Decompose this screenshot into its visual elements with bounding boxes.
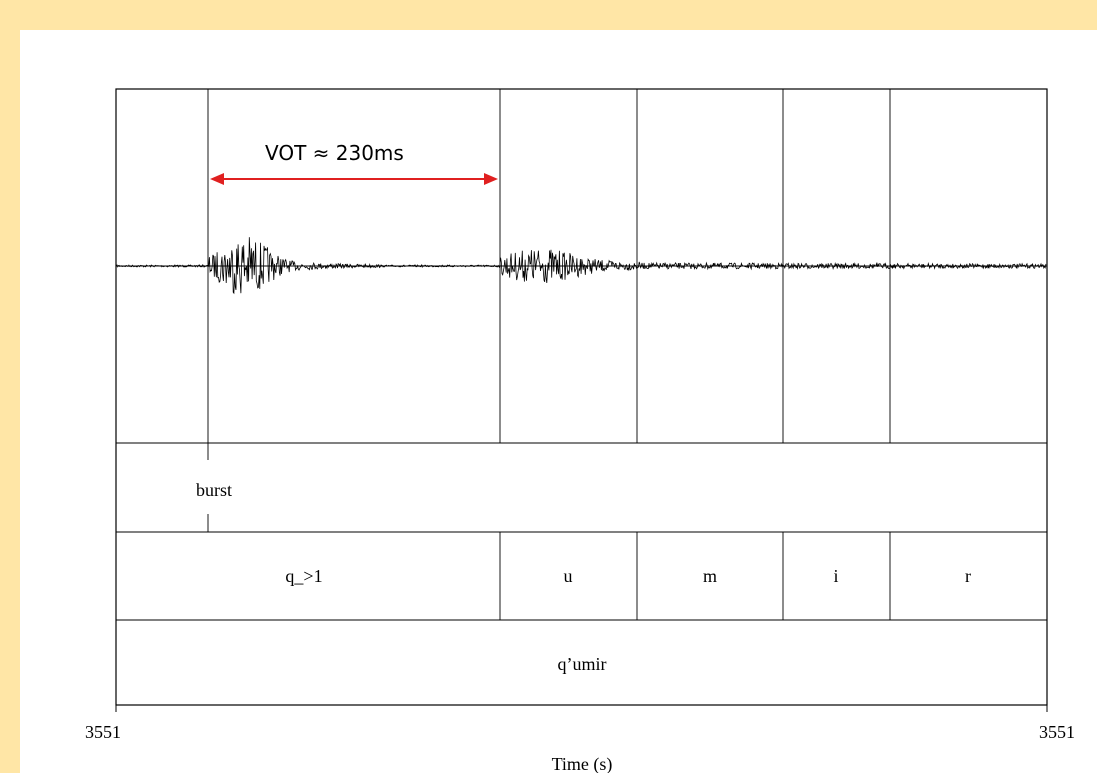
burst-label: burst bbox=[196, 480, 232, 500]
x-axis-end-label: 3551 bbox=[1039, 722, 1075, 742]
vot-arrow bbox=[210, 173, 498, 185]
figure-panel bbox=[20, 30, 1097, 773]
word-label: q’umir bbox=[558, 654, 607, 674]
segment-label-m: m bbox=[703, 566, 717, 586]
x-axis-title: Time (s) bbox=[552, 754, 613, 773]
segment-label-r: r bbox=[965, 566, 971, 586]
x-axis-start-label: 3551 bbox=[85, 722, 121, 742]
vot-label: VOT ≈ 230ms bbox=[265, 141, 404, 165]
segment-label-u: u bbox=[564, 566, 573, 586]
waveform-trace bbox=[115, 237, 1047, 295]
segment-label-q: q_>1 bbox=[285, 566, 322, 586]
segment-label-i: i bbox=[833, 566, 838, 586]
plot-frame bbox=[115, 88, 1048, 706]
